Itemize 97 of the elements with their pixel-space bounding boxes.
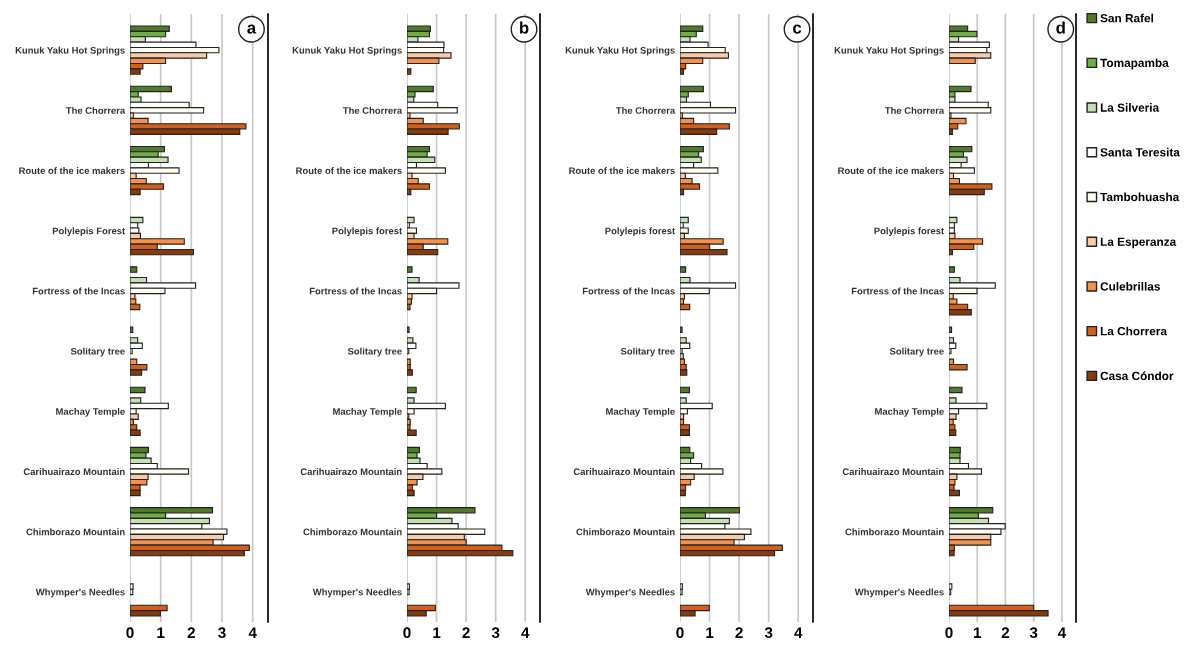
y-tick-label: Machay Temple [56, 407, 125, 417]
bar [130, 266, 138, 273]
y-tick-label: Polylepis forest [605, 227, 676, 237]
y-tick-label: Polylepis forest [332, 227, 403, 237]
annotation: a [247, 24, 257, 34]
x-tick-label: 4 [248, 627, 257, 638]
bar [130, 478, 148, 486]
bar [407, 326, 410, 333]
bar [949, 326, 953, 333]
x-tick-label: 4 [1057, 627, 1067, 638]
x-tick-label: 0 [676, 627, 684, 639]
x-tick-label: 3 [491, 627, 500, 639]
x-tick-label: 2 [1001, 627, 1010, 638]
x-tick-label: 0 [126, 627, 134, 639]
y-tick-label: Route of the ice makers [569, 167, 675, 175]
y-tick-label: Polylepis Forest [52, 227, 126, 237]
legend-label: La Chorrera [1100, 326, 1168, 336]
bar [407, 386, 417, 394]
y-tick-label: Kunuk Yaku Hot Springs [292, 46, 402, 56]
y-tick-label: Route of the ice makers [19, 167, 125, 175]
legend-label: Tomapamba [1100, 58, 1169, 70]
x-tick-label: 4 [521, 627, 530, 638]
x-tick-label: 3 [218, 627, 226, 639]
x-tick-label: 3 [764, 627, 773, 639]
y-tick-label: Whymper's Needles [854, 588, 944, 598]
y-tick-label: Machay Temple [875, 407, 944, 417]
y-tick-label: Machay Temple [606, 407, 675, 417]
bar [680, 507, 740, 514]
y-tick-label: Carihuairazo Mountain [842, 468, 944, 476]
y-tick-label: The Chorrera [342, 106, 403, 114]
bar [949, 386, 963, 394]
legend-label: Culebrillas [1100, 281, 1160, 291]
legend-label: Casa Cóndor [1100, 371, 1174, 381]
y-tick-label: Fortress of the Incas [32, 287, 125, 295]
bar [130, 386, 146, 394]
y-tick-label: Chimborazo Mountain [26, 528, 125, 536]
bar [130, 507, 214, 514]
y-tick-label: Fortress of the Incas [309, 287, 402, 295]
y-tick-label: Chimborazo Mountain [845, 528, 944, 536]
bar [680, 266, 687, 273]
y-tick-label: Polylepis forest [874, 227, 945, 237]
legend-label: La Esperanza [1100, 237, 1177, 249]
y-tick-label: Solitary tree [889, 347, 944, 357]
y-tick-label: Solitary tree [620, 347, 675, 357]
x-tick-label: 3 [1029, 627, 1038, 639]
legend-label: La Silveria [1100, 103, 1160, 112]
y-tick-label: Kunuk Yaku Hot Springs [15, 46, 125, 56]
bar [407, 507, 476, 514]
bar [680, 386, 691, 394]
bar [130, 85, 172, 93]
y-tick-label: Chimborazo Mountain [576, 528, 675, 536]
y-tick-label: Fortress of the Incas [582, 287, 675, 295]
annotation: c [793, 24, 802, 34]
y-tick-label: Kunuk Yaku Hot Springs [565, 46, 675, 56]
annotation: b [520, 21, 529, 34]
y-tick-label: Whymper's Needles [35, 588, 125, 598]
y-tick-label: Route of the ice makers [296, 167, 402, 175]
bar [407, 68, 412, 75]
bar [407, 216, 415, 224]
y-tick-label: The Chorrera [615, 106, 676, 114]
x-tick-label: 0 [403, 627, 411, 639]
x-tick-label: 1 [157, 627, 165, 638]
x-tick-label: 1 [706, 627, 714, 638]
x-tick-label: 2 [187, 627, 195, 638]
bar [949, 85, 972, 93]
bar [407, 266, 413, 273]
bar [949, 478, 956, 486]
y-tick-label: Whymper's Needles [585, 588, 675, 598]
legend-label: San Rafel [1100, 13, 1154, 23]
y-tick-label: Carihuairazo Mountain [300, 468, 402, 476]
y-tick-label: Machay Temple [333, 407, 402, 417]
y-tick-label: Route of the ice makers [838, 167, 944, 175]
y-tick-label: Solitary tree [347, 347, 402, 357]
x-tick-label: 2 [462, 627, 470, 638]
y-tick-label: Chimborazo Mountain [303, 528, 402, 536]
annotation: d [1056, 21, 1065, 34]
x-tick-label: 1 [433, 627, 441, 638]
bar [680, 326, 683, 333]
y-tick-label: Whymper's Needles [312, 588, 402, 598]
bar [130, 326, 134, 333]
y-tick-label: Carihuairazo Mountain [23, 468, 125, 476]
x-tick-label: 4 [794, 627, 803, 638]
y-tick-label: The Chorrera [65, 106, 126, 114]
x-tick-label: 1 [973, 627, 982, 638]
y-tick-label: Solitary tree [70, 347, 125, 357]
y-tick-label: Kunuk Yaku Hot Springs [834, 46, 944, 56]
bar [949, 216, 958, 224]
y-tick-label: The Chorrera [884, 106, 945, 114]
legend-label: Santa Teresita [1100, 147, 1180, 157]
bar [949, 266, 955, 273]
x-tick-label: 2 [735, 627, 743, 638]
x-tick-label: 0 [945, 627, 953, 639]
y-tick-label: Carihuairazo Mountain [573, 468, 675, 476]
bar [680, 478, 692, 486]
bar [407, 358, 411, 366]
legend-label: Tambohuasha [1100, 192, 1180, 202]
y-tick-label: Fortress of the Incas [851, 287, 944, 295]
